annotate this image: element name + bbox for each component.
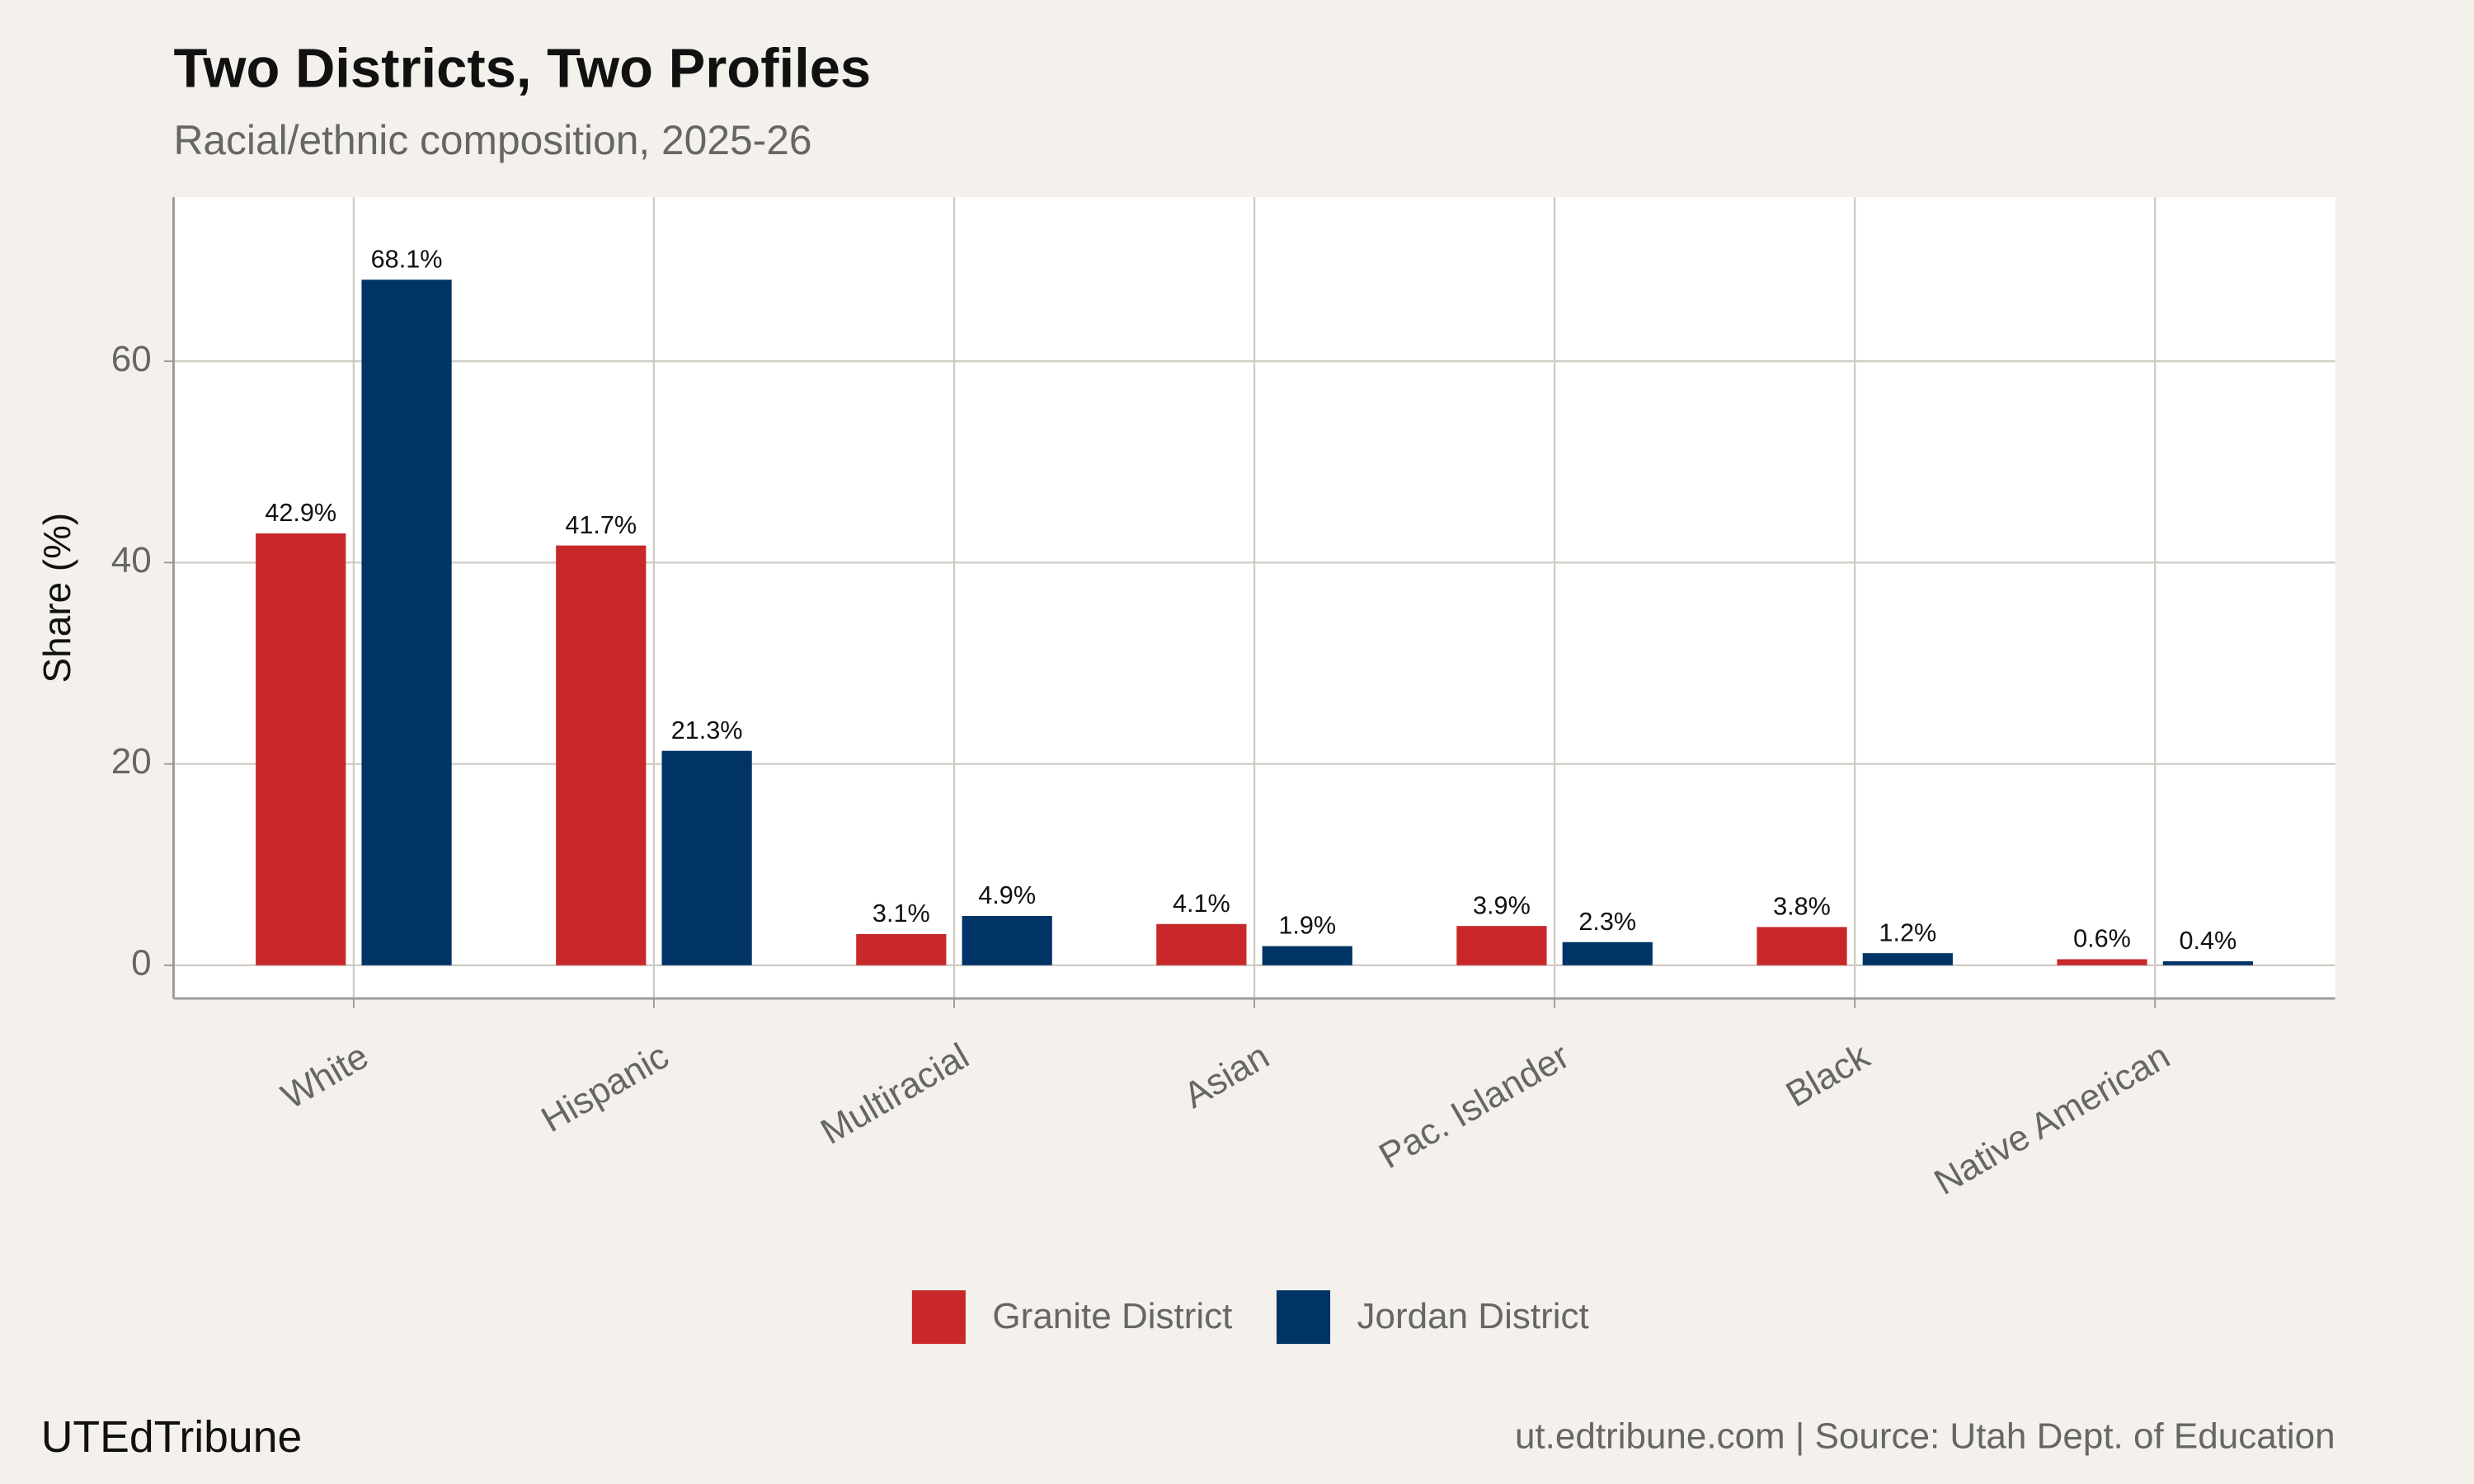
bar <box>661 750 752 965</box>
value-label: 3.8% <box>1773 893 1831 921</box>
value-label: 3.9% <box>1473 891 1531 919</box>
value-label: 1.2% <box>1879 918 1936 946</box>
bar <box>1562 942 1653 965</box>
legend-swatch <box>911 1290 966 1345</box>
value-label: 21.3% <box>671 716 743 744</box>
chart-title: Two Districts, Two Profiles <box>173 38 871 100</box>
bar <box>1262 946 1352 965</box>
y-tick-label: 40 <box>111 540 152 580</box>
value-label: 0.4% <box>2179 927 2236 955</box>
bar <box>556 545 647 965</box>
bar <box>856 933 947 965</box>
value-label: 1.9% <box>1278 912 1336 940</box>
bar <box>1757 927 1847 965</box>
y-axis-label: Share (%) <box>35 513 78 683</box>
y-tick-label: 0 <box>131 942 151 983</box>
value-label: 3.1% <box>872 899 930 928</box>
bar <box>256 533 346 965</box>
chart-subtitle: Racial/ethnic composition, 2025-26 <box>173 117 811 163</box>
value-label: 4.9% <box>978 881 1036 909</box>
legend-label: Jordan District <box>1357 1296 1589 1336</box>
caption: ut.edtribune.com | Source: Utah Dept. of… <box>1515 1416 2335 1457</box>
bar <box>1156 923 1247 965</box>
value-label: 0.6% <box>2073 925 2131 953</box>
value-label: 42.9% <box>265 499 336 527</box>
y-tick-label: 60 <box>111 339 152 379</box>
brand: UTEdTribune <box>41 1413 303 1462</box>
value-label: 68.1% <box>371 245 443 273</box>
value-label: 41.7% <box>565 511 637 539</box>
bar <box>2057 959 2147 965</box>
bar <box>1456 926 1547 965</box>
legend-label: Granite District <box>992 1296 1232 1336</box>
y-tick-label: 20 <box>111 741 152 782</box>
bar <box>2162 960 2253 965</box>
value-label: 2.3% <box>1578 908 1636 936</box>
bar <box>1862 953 1953 965</box>
bar <box>361 279 452 965</box>
value-label: 4.1% <box>1173 890 1230 918</box>
bar <box>962 915 1052 965</box>
legend-swatch <box>1276 1290 1331 1345</box>
